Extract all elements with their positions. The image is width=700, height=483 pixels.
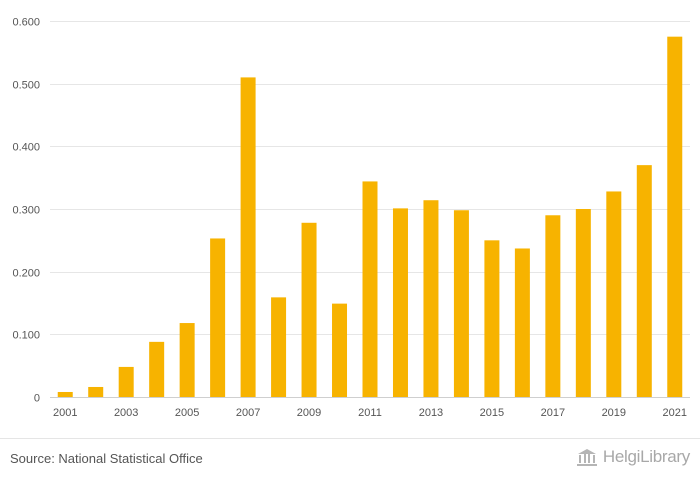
source-note: Source: National Statistical Office xyxy=(10,451,203,466)
x-tick-label: 2007 xyxy=(236,407,260,419)
brand-logo[interactable]: HelgiLibrary xyxy=(575,447,690,467)
bar-2001[interactable] xyxy=(57,391,73,397)
x-tick-label: 2017 xyxy=(541,407,565,419)
bar-2004[interactable] xyxy=(149,341,165,397)
bar-2019[interactable] xyxy=(606,191,622,397)
bar-2017[interactable] xyxy=(545,215,561,397)
y-tick-label: 0.400 xyxy=(12,142,40,154)
y-tick-label: 0.600 xyxy=(12,17,40,29)
y-tick-label: 0.500 xyxy=(12,80,40,92)
bar-2010[interactable] xyxy=(332,303,348,397)
x-tick-label: 2009 xyxy=(297,407,321,419)
y-tick-label: 0.200 xyxy=(12,268,40,280)
bars xyxy=(57,36,683,398)
x-tick-label: 2013 xyxy=(419,407,443,419)
bar-2015[interactable] xyxy=(484,240,500,397)
bar-2020[interactable] xyxy=(636,165,652,397)
bar-2011[interactable] xyxy=(362,181,378,397)
bar-2008[interactable] xyxy=(271,297,287,397)
x-tick-label: 2011 xyxy=(358,407,382,419)
footer-divider xyxy=(0,438,700,439)
x-axis-ticks: 2001 2003 2005 2007 2009 2011 2013 2015 2017 2019… xyxy=(53,407,687,419)
bar-2013[interactable] xyxy=(423,200,439,397)
brand-name: HelgiLibrary xyxy=(602,447,690,466)
y-tick-label: 0.300 xyxy=(12,205,40,217)
y-tick-label: 0 xyxy=(34,393,40,405)
bar-2016[interactable] xyxy=(514,248,530,397)
bar-2018[interactable] xyxy=(575,209,591,397)
bar-2007[interactable] xyxy=(240,77,256,398)
y-axis-ticks: 0 0.100 0.200 0.300 0.400 0.500 0.600 xyxy=(12,17,40,405)
y-tick-label: 0.100 xyxy=(12,330,40,342)
x-tick-label: 2001 xyxy=(53,407,77,419)
bar-2021[interactable] xyxy=(667,36,683,398)
x-tick-label: 2019 xyxy=(602,407,626,419)
bar-2012[interactable] xyxy=(392,208,408,397)
bar-2009[interactable] xyxy=(301,222,317,397)
bar-2005[interactable] xyxy=(179,323,195,397)
x-tick-label: 2021 xyxy=(663,407,687,419)
x-tick-label: 2003 xyxy=(114,407,138,419)
bar-2006[interactable] xyxy=(210,238,226,397)
x-tick-label: 2005 xyxy=(175,407,199,419)
bar-2014[interactable] xyxy=(453,210,469,397)
bar-2002[interactable] xyxy=(88,386,104,397)
library-building-icon xyxy=(576,449,597,466)
x-tick-label: 2015 xyxy=(480,407,504,419)
bar-chart: 0 0.100 0.200 0.300 0.400 0.500 0.600 2001 2003… xyxy=(12,17,690,419)
bar-2003[interactable] xyxy=(118,366,134,397)
